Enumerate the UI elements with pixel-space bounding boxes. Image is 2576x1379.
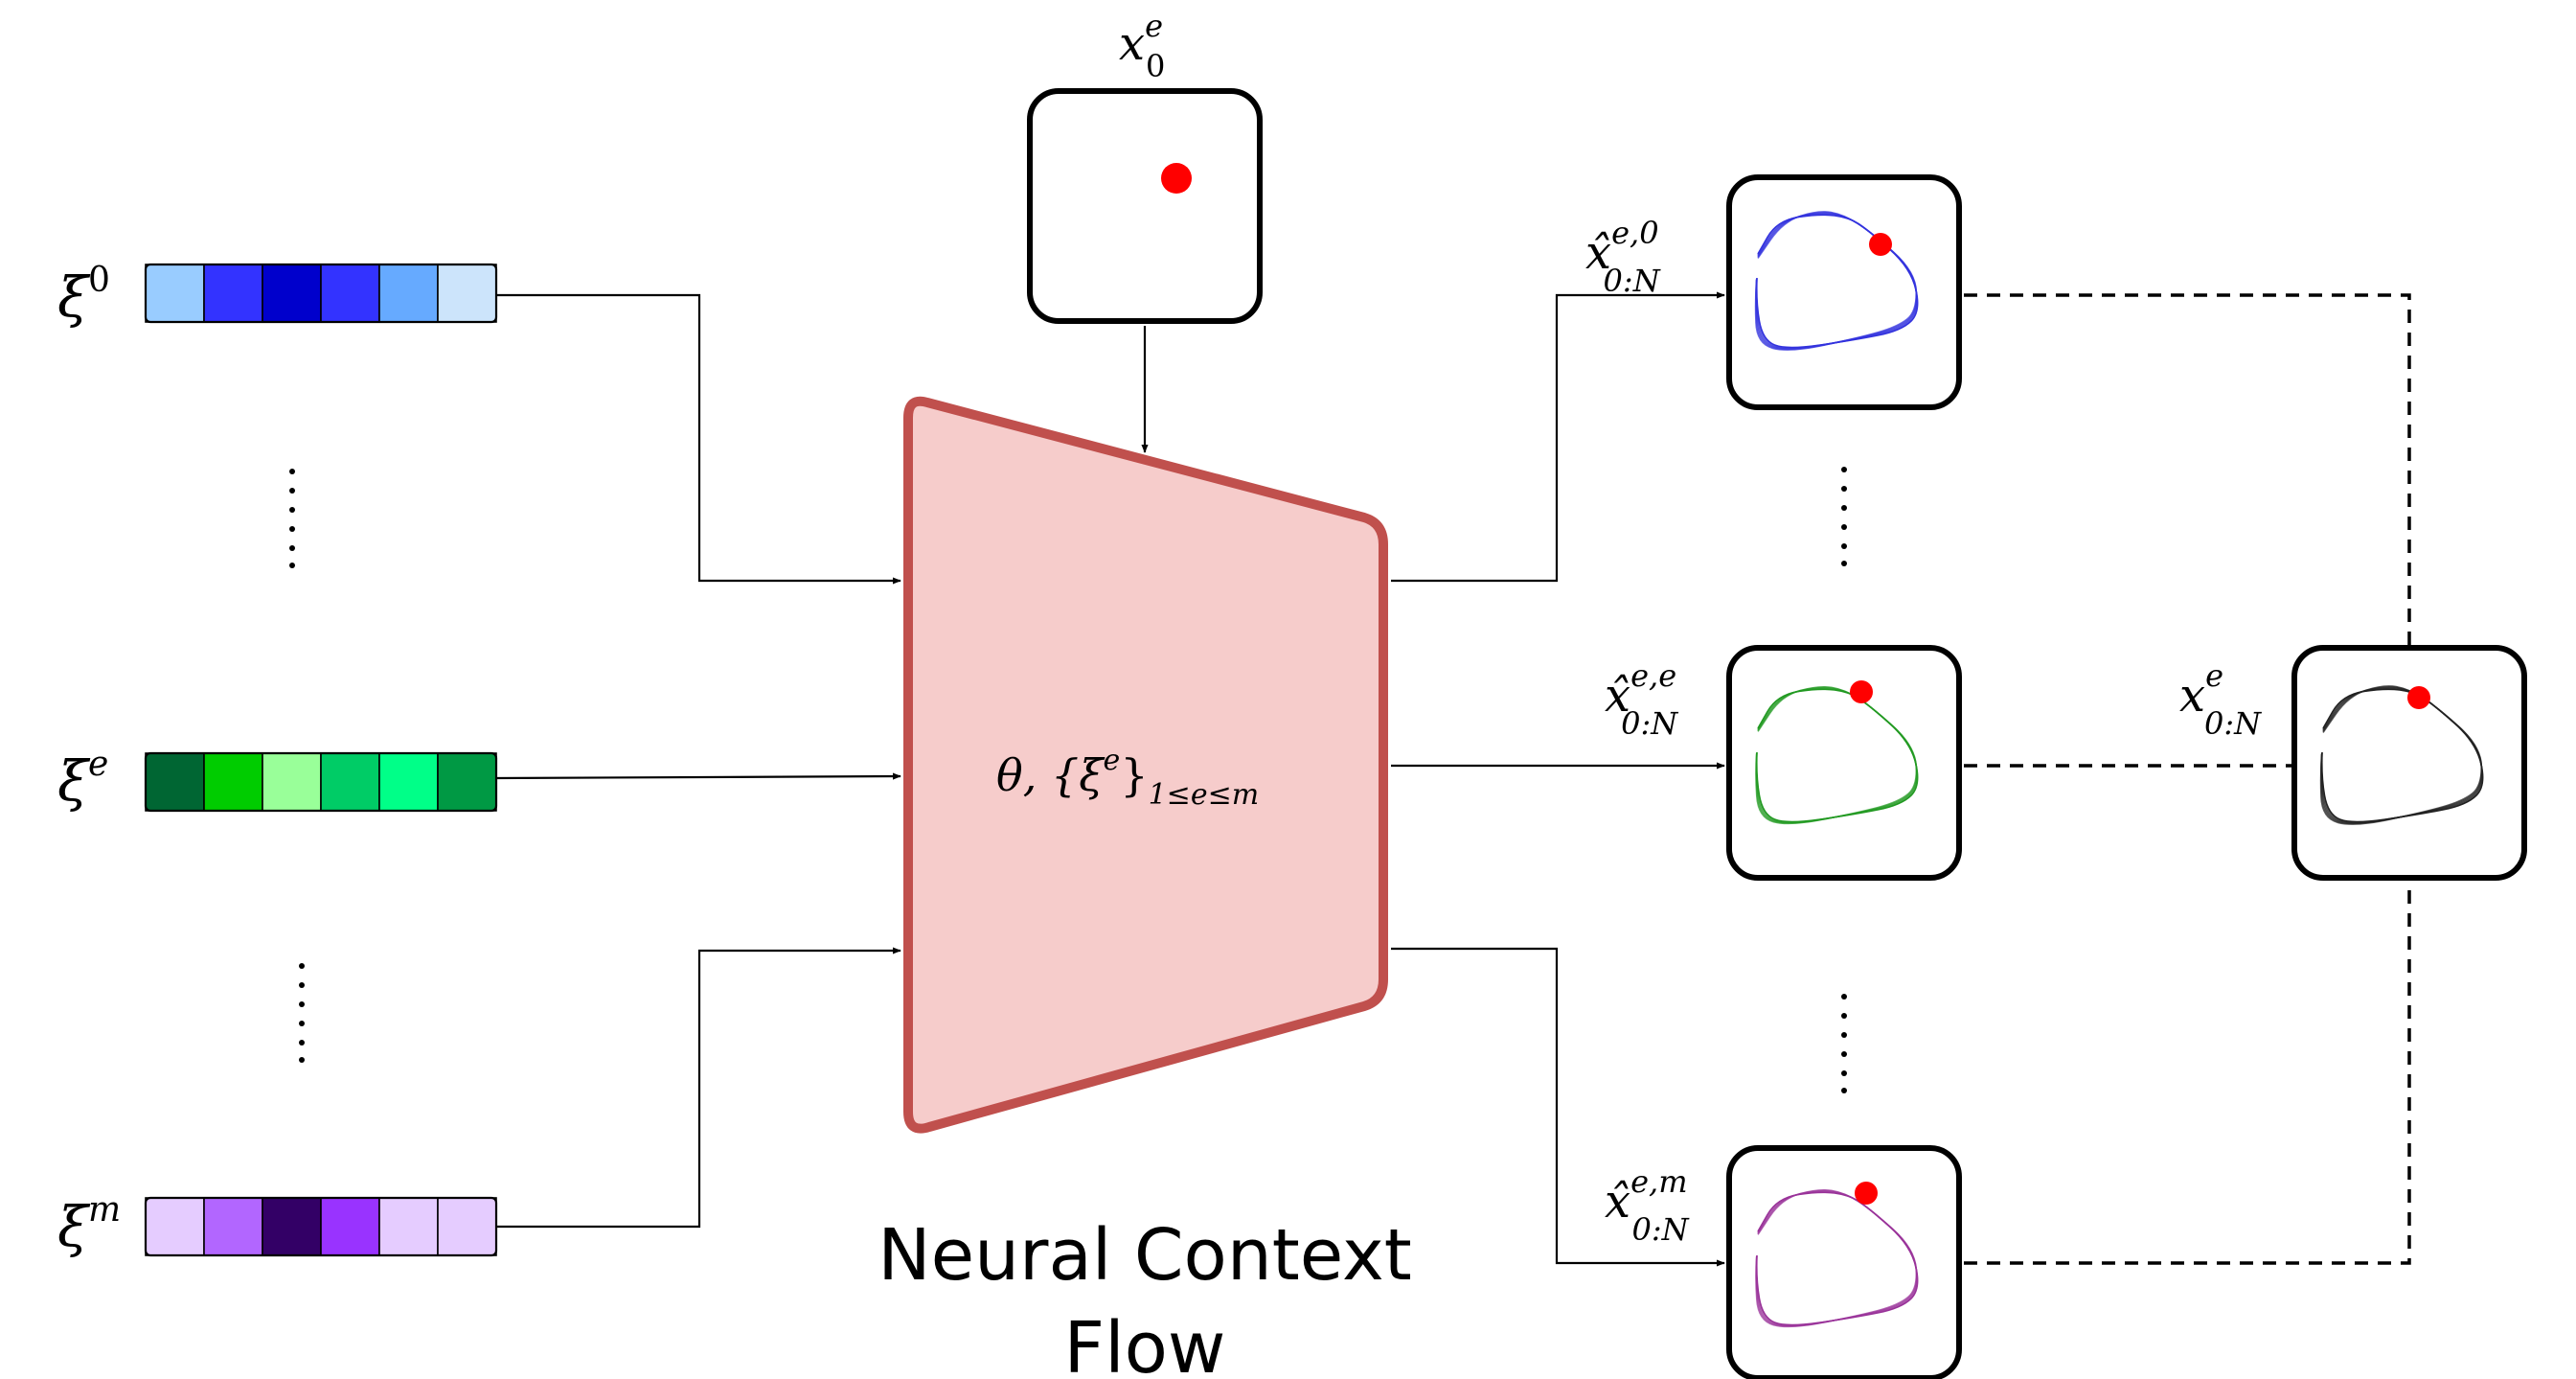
context-cell [437, 264, 497, 323]
wire-xim-to-network [496, 947, 901, 1229]
context-cell [320, 752, 380, 812]
ground-truth-label: xe 0:N [2179, 657, 2262, 742]
context-cell [262, 752, 322, 812]
prediction-ellipsis-lower [1841, 994, 1847, 1093]
xim-sup: m [88, 1190, 121, 1230]
initial-state-dot [1161, 163, 1192, 194]
title-line-1: Neural Context [878, 1214, 1412, 1297]
context-cell [378, 752, 439, 812]
trajectory-curve [1755, 685, 1918, 825]
context-vector-xi0 [144, 263, 498, 324]
dash-pred0-to-truth [1964, 293, 2411, 647]
wire-xie-to-network [495, 772, 901, 780]
prediction-node-0 [1726, 174, 1962, 410]
context-vector-outline [144, 751, 498, 813]
prediction-state-dot-e [1850, 680, 1873, 703]
context-label-xi0: ξ0 [57, 261, 110, 330]
context-ellipsis-lower [299, 963, 305, 1063]
pred0-base: x̂ [1585, 226, 1611, 280]
wire-network-to-predm [1391, 947, 1725, 1267]
context-ellipsis-upper [289, 469, 295, 568]
ground-truth-node [2291, 645, 2527, 881]
context-cell [203, 752, 263, 812]
xie-sup: e [88, 745, 108, 784]
prediction-label-m: x̂e,m 0:N [1605, 1163, 1690, 1248]
context-cell [437, 752, 497, 812]
context-cell [203, 264, 263, 323]
ground-truth-state-dot [2407, 686, 2430, 709]
dash-predm-to-truth [1964, 880, 2411, 1265]
context-cell [320, 264, 380, 323]
gt-sub: 0:N [2204, 705, 2262, 742]
prediction-label-0: x̂e,0 0:N [1585, 215, 1661, 299]
title-line-2: Flow [1064, 1307, 1226, 1379]
network-parameters-label: θ, {ξe}1≤e≤m [996, 744, 1259, 812]
gt-sup: e [2205, 657, 2223, 694]
xim-base: ξ [57, 1194, 91, 1259]
wire-network-to-pred0 [1391, 291, 1725, 583]
wire-xi0-to-network [496, 293, 901, 585]
pred0-sup: e,0 [1611, 215, 1658, 251]
theta-xi-sup: e [1104, 744, 1121, 777]
initial-condition-node [1027, 88, 1263, 324]
theta-brace-close: } [1120, 749, 1148, 801]
trajectory-curve [1755, 1188, 1918, 1328]
gt-base: x [2179, 669, 2205, 723]
context-cell [145, 1197, 205, 1256]
prediction-ellipsis-upper [1841, 467, 1847, 566]
context-cell [378, 1197, 439, 1256]
prediction-node-m [1726, 1145, 1962, 1379]
context-cell [145, 264, 205, 323]
context-cell [203, 1197, 263, 1256]
predm-base: x̂ [1605, 1175, 1630, 1229]
context-cell [145, 752, 205, 812]
predm-sub: 0:N [1632, 1211, 1690, 1248]
predm-sup: e,m [1630, 1163, 1687, 1200]
context-vector-outline [144, 263, 498, 324]
xi0-sup: 0 [88, 261, 110, 300]
theta-xi-text: θ, {ξ [996, 749, 1106, 801]
context-vector-xie [144, 751, 498, 813]
neural-network-block [903, 396, 1388, 1134]
context-label-xie: ξe [57, 745, 108, 814]
context-label-xim: ξm [57, 1190, 121, 1259]
xi0-base: ξ [57, 264, 91, 330]
context-cell [262, 264, 322, 323]
prediction-trajectory-m [1755, 1188, 1919, 1328]
context-cell [378, 264, 439, 323]
prediction-state-dot-m [1855, 1182, 1878, 1205]
xie-base: ξ [57, 748, 91, 814]
prediction-state-dot-0 [1869, 233, 1892, 256]
prediction-label-e: x̂e,e 0:N [1605, 657, 1678, 742]
context-cell [437, 1197, 497, 1256]
prediction-trajectory-0 [1754, 211, 1919, 351]
pred0-sub: 0:N [1604, 263, 1661, 299]
initial-base: x [1119, 17, 1145, 71]
context-vector-outline [144, 1196, 498, 1257]
context-cell [320, 1197, 380, 1256]
prediction-node-e [1726, 645, 1962, 881]
initial-sup: e [1145, 8, 1163, 44]
context-cell [262, 1197, 322, 1256]
initial-condition-label: xe 0 [1119, 8, 1165, 84]
theta-subscript: 1≤e≤m [1149, 778, 1260, 812]
prede-sup: e,e [1630, 657, 1676, 694]
prede-sub: 0:N [1621, 705, 1678, 742]
prede-base: x̂ [1605, 669, 1630, 723]
initial-sub: 0 [1146, 48, 1165, 84]
context-vector-xim [144, 1196, 498, 1257]
trajectory-curve [2319, 685, 2483, 825]
prediction-trajectory-e [1755, 685, 1919, 825]
ground-truth-trajectory [2319, 685, 2484, 825]
trajectory-curve [1754, 211, 1918, 351]
